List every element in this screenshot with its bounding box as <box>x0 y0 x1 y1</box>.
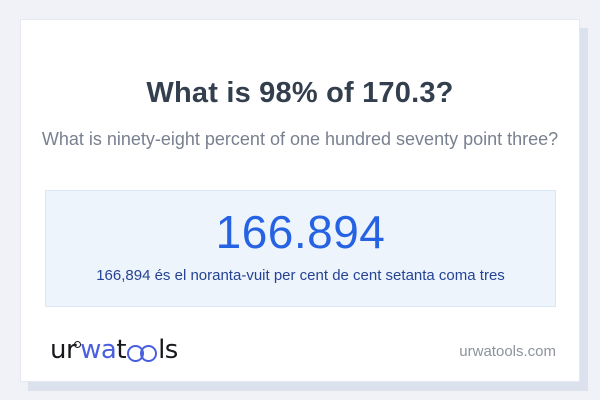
logo-text-ur: ur <box>50 335 77 365</box>
answer-description: 166,894 és el noranta-vuit per cent de c… <box>96 267 505 284</box>
card-footer: ur wa t ls urwatools.com <box>50 337 556 363</box>
question-title: What is 98% of 170.3? <box>146 77 454 109</box>
answer-card: What is 98% of 170.3? What is ninety-eig… <box>20 19 580 382</box>
answer-value: 166.894 <box>215 206 386 258</box>
question-subtitle: What is ninety-eight percent of one hund… <box>41 129 559 149</box>
logo-text-wa: wa <box>80 335 117 365</box>
logo-text-ls: ls <box>158 335 178 365</box>
logo-text-t: t <box>116 335 127 365</box>
website-url: urwatools.com <box>459 343 556 360</box>
degree-ring-icon <box>74 341 82 348</box>
glasses-right-lens <box>140 345 158 362</box>
urwatools-logo[interactable]: ur wa t ls <box>50 337 178 363</box>
oo-glasses-icon <box>127 345 158 363</box>
answer-box: 166.894 166,894 és el noranta-vuit per c… <box>45 190 556 307</box>
